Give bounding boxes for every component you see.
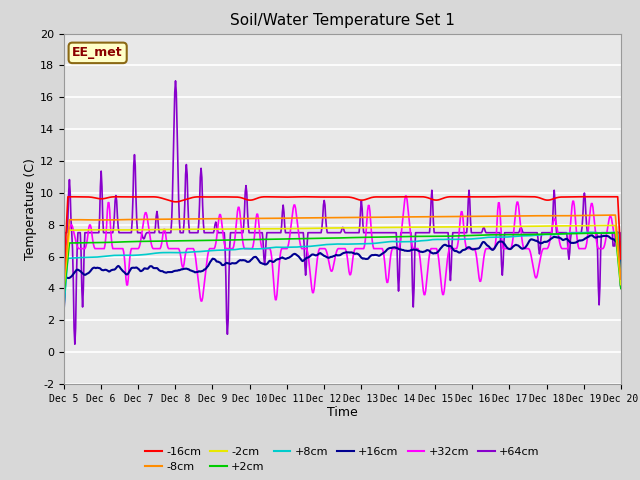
+16cm [60,304,68,310]
+32cm [127,246,135,252]
+8cm [426,237,434,243]
+2cm [617,286,625,291]
+16cm [617,282,625,288]
-2cm [617,282,625,288]
+64cm [71,341,79,347]
-2cm [426,224,434,230]
+8cm [617,277,625,283]
Line: +16cm: +16cm [64,235,621,307]
+64cm [186,230,193,236]
-8cm [70,217,78,223]
-2cm [410,224,418,230]
Line: +2cm: +2cm [64,233,621,294]
+64cm [60,270,68,276]
+16cm [214,259,221,264]
+64cm [412,230,419,236]
+2cm [426,233,434,239]
+32cm [184,246,192,252]
-16cm [214,194,221,200]
+64cm [70,325,78,331]
Line: +8cm: +8cm [64,232,621,305]
+32cm [197,298,205,304]
+2cm [410,234,418,240]
+16cm [426,249,434,254]
+16cm [127,265,135,271]
Line: -2cm: -2cm [64,226,621,287]
-2cm [60,284,68,290]
-16cm [617,256,625,262]
+32cm [214,222,222,228]
+8cm [127,252,135,258]
+2cm [70,240,78,246]
-2cm [127,227,135,233]
-2cm [612,223,620,228]
-2cm [70,227,78,233]
Title: Soil/Water Temperature Set 1: Soil/Water Temperature Set 1 [230,13,455,28]
-16cm [410,194,418,200]
+32cm [402,193,410,199]
+8cm [614,229,621,235]
+8cm [60,302,68,308]
-16cm [70,194,78,200]
-8cm [410,214,418,220]
-16cm [510,194,518,200]
+16cm [70,270,78,276]
+8cm [410,239,418,244]
-8cm [617,276,625,282]
-16cm [184,196,192,202]
+32cm [617,272,625,277]
+32cm [428,246,436,252]
Line: +64cm: +64cm [64,81,621,344]
+16cm [410,247,418,252]
-2cm [184,226,192,232]
-8cm [612,212,620,218]
+8cm [184,250,192,255]
-8cm [426,214,434,220]
-2cm [214,226,221,232]
+64cm [428,187,436,193]
+64cm [172,78,179,84]
-8cm [127,216,135,222]
+2cm [612,230,620,236]
-8cm [60,279,68,285]
Line: -8cm: -8cm [64,215,621,282]
+8cm [214,247,221,253]
-8cm [214,216,221,222]
Text: EE_met: EE_met [72,47,123,60]
Legend: -16cm, -8cm, -2cm, +2cm, +8cm, +16cm, +32cm, +64cm: -16cm, -8cm, -2cm, +2cm, +8cm, +16cm, +3… [141,442,544,477]
Y-axis label: Temperature (C): Temperature (C) [24,158,37,260]
X-axis label: Time: Time [327,407,358,420]
+32cm [412,246,419,252]
+64cm [617,270,625,276]
+32cm [60,298,68,303]
+32cm [70,230,78,236]
+16cm [588,232,596,238]
Line: +32cm: +32cm [64,196,621,301]
+2cm [127,239,135,244]
-8cm [184,216,192,222]
+64cm [215,230,223,236]
+8cm [70,255,78,261]
Line: -16cm: -16cm [64,197,621,275]
-16cm [127,194,135,200]
+2cm [184,238,192,244]
+2cm [214,237,221,243]
+64cm [128,219,136,225]
-16cm [426,196,434,202]
+16cm [184,266,192,272]
-16cm [60,272,68,277]
+2cm [60,291,68,297]
